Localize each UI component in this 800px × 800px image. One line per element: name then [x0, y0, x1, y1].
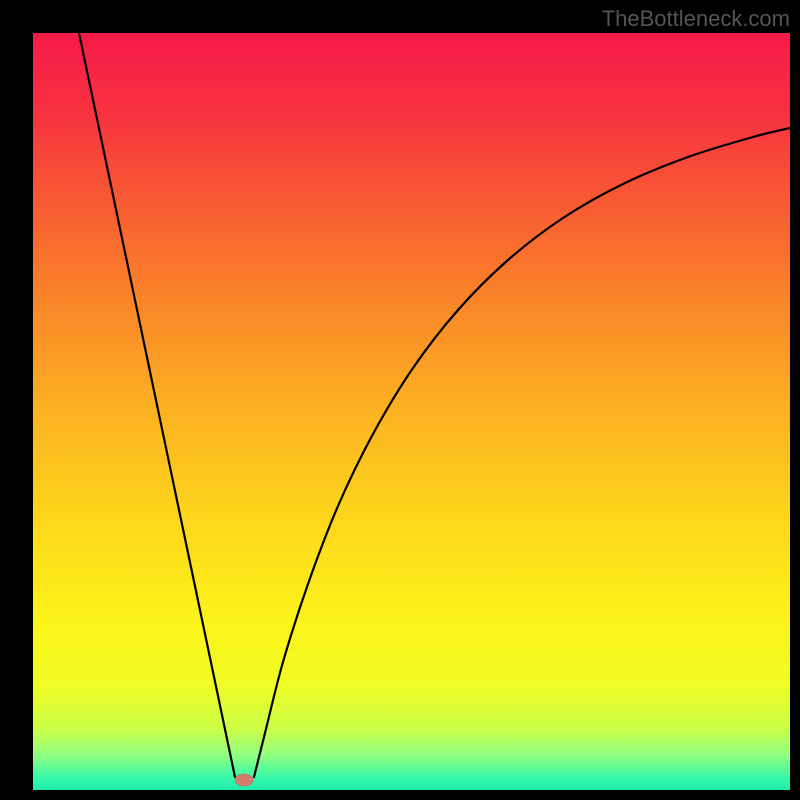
plot-area — [33, 33, 790, 790]
chart-container: TheBottleneck.com — [0, 0, 800, 800]
gradient-background — [33, 33, 790, 790]
plot-svg — [33, 33, 790, 790]
optimal-point-marker — [235, 774, 253, 786]
watermark-text: TheBottleneck.com — [602, 6, 790, 32]
